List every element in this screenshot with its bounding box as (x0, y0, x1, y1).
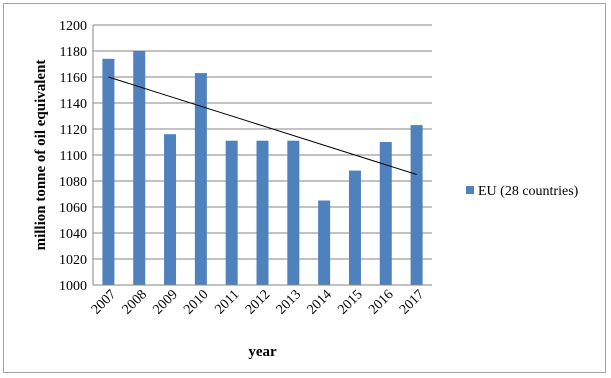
y-tick-label: 1000 (59, 279, 87, 294)
bar (379, 142, 392, 285)
legend: EU (28 countries) (466, 184, 579, 199)
x-tick-label: 2010 (181, 287, 211, 317)
y-tick-label: 1140 (60, 97, 87, 112)
y-tick-labels: 1000 1020 1040 1060 1080 1100 1120 1140 1160 1180… (59, 19, 87, 294)
x-tick-label: 2012 (243, 287, 273, 317)
y-axis-title: million tonne of oil equivalent (33, 60, 49, 251)
x-tick-label: 2016 (366, 287, 396, 317)
x-axis-title: year (248, 344, 277, 360)
x-tick-label: 2015 (335, 287, 365, 317)
bar (102, 58, 115, 285)
bar (133, 51, 146, 285)
bars (102, 51, 423, 285)
y-tick-label: 1080 (59, 175, 87, 190)
x-tick-label: 2014 (305, 287, 335, 317)
bar (410, 125, 423, 285)
y-tick-label: 1040 (59, 227, 87, 242)
x-tick-label: 2017 (397, 287, 427, 317)
x-tick-label: 2008 (120, 287, 150, 317)
y-tick-label: 1060 (59, 201, 87, 216)
y-tick-label: 1200 (59, 19, 87, 34)
legend-swatch (466, 186, 474, 194)
x-tick-labels: 2007 2008 2009 2010 2011 2012 2013 2014 2015 2016… (89, 287, 428, 317)
x-tick-label: 2011 (212, 287, 242, 317)
x-tick-label: 2007 (89, 287, 119, 317)
bar (287, 140, 300, 285)
bar (194, 73, 207, 285)
gridlines (93, 24, 432, 260)
bar (318, 200, 331, 285)
bar (225, 140, 238, 285)
y-tick-label: 1160 (60, 71, 87, 86)
x-tick-label: 2013 (274, 287, 304, 317)
trendline (108, 76, 417, 175)
y-tick-label: 1180 (60, 45, 87, 60)
legend-label: EU (28 countries) (478, 184, 579, 199)
y-tick-label: 1120 (60, 123, 87, 138)
y-tick-label: 1100 (60, 149, 87, 164)
bar (348, 170, 361, 285)
bar (164, 134, 177, 285)
y-tick-label: 1020 (59, 253, 87, 268)
bar (256, 140, 269, 285)
x-tick-label: 2009 (150, 287, 180, 317)
